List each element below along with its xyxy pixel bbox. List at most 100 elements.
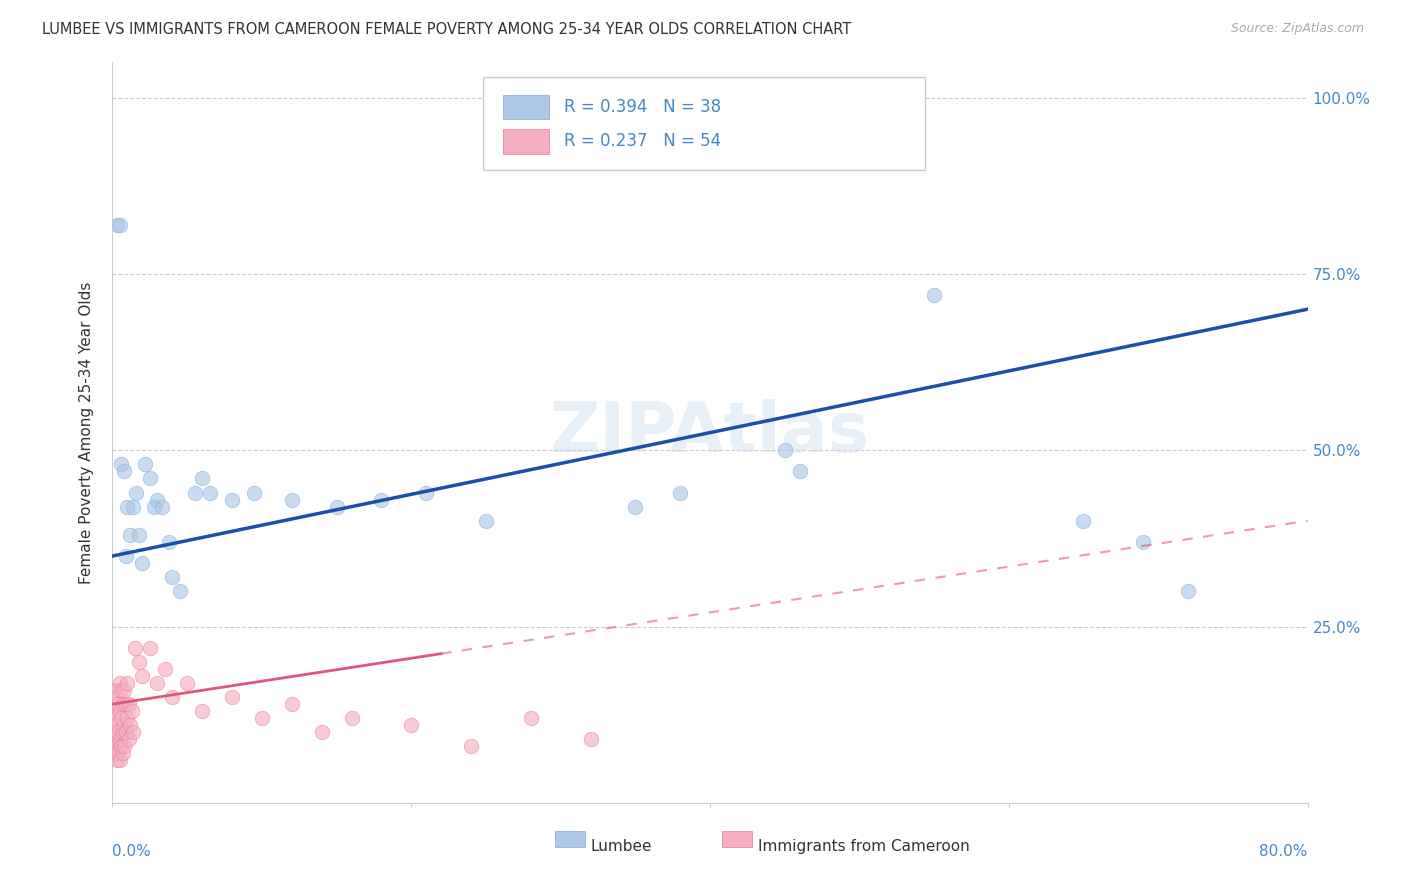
- Point: [107, 697, 129, 711]
- Point: [520, 711, 543, 725]
- Point: [221, 690, 243, 704]
- Point: [108, 676, 131, 690]
- Point: [111, 697, 134, 711]
- Point: [131, 669, 153, 683]
- Point: [115, 725, 138, 739]
- Point: [157, 535, 180, 549]
- Point: [108, 704, 131, 718]
- Point: [114, 718, 135, 732]
- Point: [105, 218, 128, 232]
- Point: [415, 485, 437, 500]
- Point: [103, 704, 125, 718]
- Point: [122, 500, 145, 514]
- Point: [191, 704, 214, 718]
- Point: [153, 662, 176, 676]
- Point: [134, 458, 156, 472]
- Point: [117, 711, 139, 725]
- Point: [117, 676, 139, 690]
- Point: [143, 500, 166, 514]
- Point: [475, 514, 498, 528]
- Point: [128, 528, 150, 542]
- Point: [104, 683, 127, 698]
- Point: [1073, 514, 1095, 528]
- Point: [162, 570, 183, 584]
- Point: [183, 485, 205, 500]
- Point: [117, 500, 139, 514]
- Point: [104, 732, 127, 747]
- Text: Immigrants from Cameroon: Immigrants from Cameroon: [758, 839, 970, 854]
- Point: [120, 528, 142, 542]
- Point: [370, 492, 392, 507]
- Point: [110, 683, 132, 698]
- Point: [131, 556, 153, 570]
- Point: [114, 683, 135, 698]
- Point: [564, 97, 586, 112]
- Point: [105, 754, 128, 768]
- Point: [281, 492, 304, 507]
- Point: [108, 218, 131, 232]
- Point: [1132, 535, 1154, 549]
- Point: [311, 725, 333, 739]
- Point: [624, 500, 647, 514]
- Text: LUMBEE VS IMMIGRANTS FROM CAMEROON FEMALE POVERTY AMONG 25-34 YEAR OLDS CORRELAT: LUMBEE VS IMMIGRANTS FROM CAMEROON FEMAL…: [42, 22, 852, 37]
- Point: [110, 739, 132, 754]
- Point: [460, 739, 482, 754]
- Point: [198, 485, 221, 500]
- Point: [789, 464, 811, 478]
- Point: [108, 754, 131, 768]
- Point: [124, 640, 146, 655]
- Point: [105, 690, 128, 704]
- Point: [103, 739, 125, 754]
- Point: [105, 718, 128, 732]
- Point: [922, 288, 945, 302]
- Point: [146, 492, 169, 507]
- Point: [773, 443, 796, 458]
- Point: [114, 464, 135, 478]
- Point: [221, 492, 243, 507]
- FancyBboxPatch shape: [503, 95, 548, 120]
- Point: [250, 711, 273, 725]
- Point: [139, 640, 162, 655]
- Point: [401, 718, 423, 732]
- Point: [125, 485, 148, 500]
- Point: [118, 697, 141, 711]
- Point: [104, 711, 127, 725]
- Point: [104, 747, 127, 761]
- Point: [150, 500, 173, 514]
- Y-axis label: Female Poverty Among 25-34 Year Olds: Female Poverty Among 25-34 Year Olds: [79, 282, 94, 583]
- Point: [1177, 584, 1199, 599]
- Point: [669, 485, 692, 500]
- FancyBboxPatch shape: [723, 831, 752, 847]
- Text: R = 0.237   N = 54: R = 0.237 N = 54: [564, 132, 721, 150]
- Point: [115, 549, 138, 563]
- Point: [139, 471, 162, 485]
- Point: [162, 690, 183, 704]
- Point: [243, 485, 266, 500]
- Point: [111, 725, 134, 739]
- Point: [122, 725, 145, 739]
- Point: [579, 732, 602, 747]
- Text: Lumbee: Lumbee: [591, 839, 652, 854]
- Text: ZIPAtlas: ZIPAtlas: [550, 399, 870, 467]
- Point: [107, 725, 129, 739]
- Point: [105, 739, 128, 754]
- Text: R = 0.394   N = 38: R = 0.394 N = 38: [564, 98, 721, 116]
- Point: [111, 747, 134, 761]
- FancyBboxPatch shape: [484, 78, 925, 169]
- Point: [281, 697, 304, 711]
- Point: [340, 711, 363, 725]
- Point: [120, 718, 142, 732]
- Point: [176, 676, 198, 690]
- Point: [146, 676, 169, 690]
- Point: [114, 739, 135, 754]
- Text: 0.0%: 0.0%: [112, 844, 152, 858]
- Point: [191, 471, 214, 485]
- Point: [325, 500, 347, 514]
- Point: [128, 655, 150, 669]
- Point: [121, 704, 143, 718]
- FancyBboxPatch shape: [503, 129, 548, 153]
- Text: Source: ZipAtlas.com: Source: ZipAtlas.com: [1230, 22, 1364, 36]
- Point: [103, 725, 125, 739]
- Point: [107, 747, 129, 761]
- Point: [110, 458, 132, 472]
